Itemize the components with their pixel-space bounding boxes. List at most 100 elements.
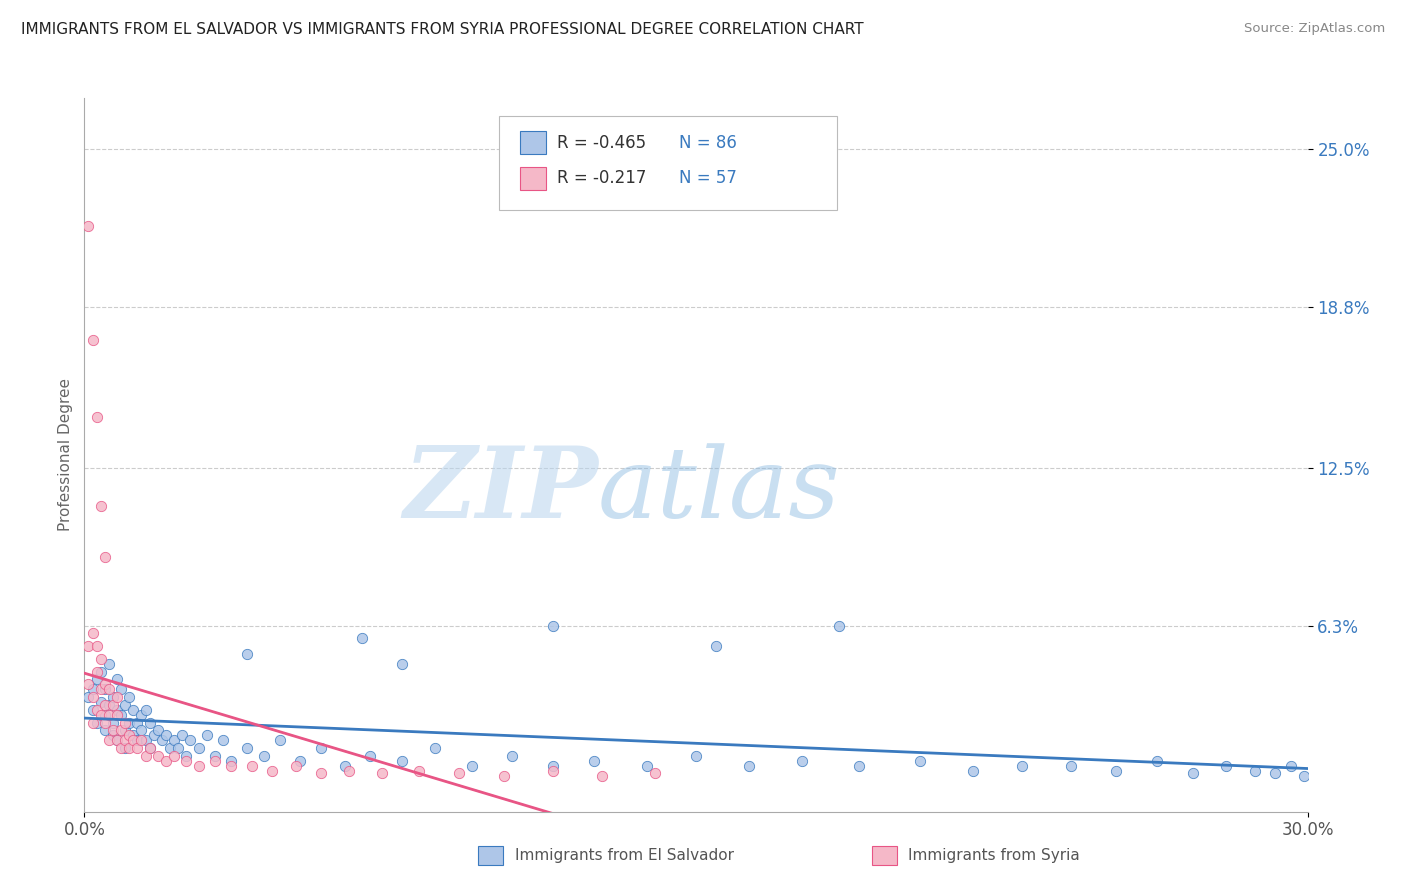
Point [1215,759,1237,773]
Point [105,707,128,722]
Point [110,723,132,738]
Point [685,748,707,763]
Point [105,703,128,717]
Point [240,759,263,773]
Point [146,748,169,763]
Point [174,754,197,768]
Point [423,741,446,756]
Point [582,754,605,768]
Point [122,733,145,747]
Point [101,723,124,738]
Point [738,759,761,773]
Point [1105,764,1128,778]
Point [93,549,115,564]
Point [461,759,484,773]
Point [105,690,128,704]
Point [118,690,141,704]
Point [77,219,100,233]
Point [86,665,108,679]
Point [93,677,115,691]
Point [350,632,373,646]
Point [187,759,209,773]
Point [82,715,104,730]
Point [1146,754,1168,768]
Point [591,769,613,783]
Point [790,754,813,768]
Point [138,741,160,756]
Point [93,698,115,712]
Point [105,733,128,747]
Point [77,690,100,704]
Point [1243,764,1265,778]
Point [97,682,120,697]
Point [93,682,115,697]
Point [131,733,153,747]
Point [359,748,381,763]
Text: IMMIGRANTS FROM EL SALVADOR VS IMMIGRANTS FROM SYRIA PROFESSIONAL DEGREE CORRELA: IMMIGRANTS FROM EL SALVADOR VS IMMIGRANT… [21,22,863,37]
Point [114,715,136,730]
Point [90,682,112,697]
Point [142,728,165,742]
Point [114,698,136,712]
Point [848,759,870,773]
Point [118,741,141,756]
Point [101,715,124,730]
Text: Source: ZipAtlas.com: Source: ZipAtlas.com [1244,22,1385,36]
Point [114,723,136,738]
Point [122,703,145,717]
Point [309,766,332,780]
Point [110,682,132,697]
Point [82,333,104,347]
Point [82,626,104,640]
Point [1264,766,1286,780]
Point [110,707,132,722]
Point [260,764,283,778]
Point [86,672,108,686]
Point [82,682,104,697]
Point [86,639,108,653]
Point [212,733,235,747]
Point [172,728,194,742]
Point [86,715,108,730]
Point [163,733,186,747]
Point [127,733,149,747]
Point [494,769,516,783]
Point [159,741,181,756]
Point [118,715,141,730]
Point [101,698,124,712]
Point [285,759,308,773]
Point [138,741,160,756]
Point [163,748,186,763]
Point [236,647,259,661]
Point [704,639,728,653]
Point [290,754,312,768]
Point [219,759,242,773]
Point [97,657,120,671]
Point [97,698,120,712]
Y-axis label: Professional Degree: Professional Degree [58,378,73,532]
Point [636,759,658,773]
Point [408,764,430,778]
Point [105,672,128,686]
Text: R = -0.465: R = -0.465 [557,134,645,152]
Point [543,759,565,773]
Point [204,748,226,763]
Text: R = -0.217: R = -0.217 [557,169,647,187]
Point [118,728,141,742]
Point [101,690,124,704]
Point [114,733,136,747]
Point [90,707,112,722]
Point [93,723,115,738]
Point [90,665,112,679]
Text: Immigrants from Syria: Immigrants from Syria [908,848,1080,863]
Text: ZIP: ZIP [404,442,598,539]
Point [371,766,394,780]
Point [335,759,357,773]
Point [543,764,565,778]
Point [135,748,157,763]
Point [1292,769,1315,783]
Point [391,754,413,768]
Point [155,728,177,742]
Point [179,733,201,747]
Point [90,695,112,709]
